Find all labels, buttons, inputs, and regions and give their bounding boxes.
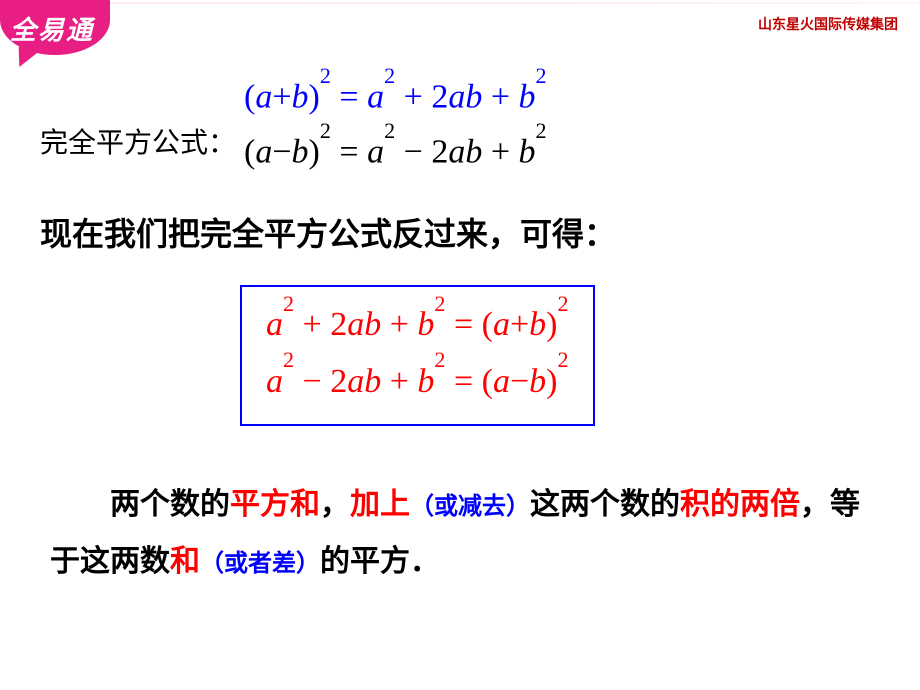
desc-fragment: 和 [170, 545, 200, 578]
section-label: 完全平方公式： [40, 121, 236, 161]
desc-fragment: 加上 [350, 488, 410, 521]
top-equations: (a+b)2 = a2 + 2ab + b2 (a−b)2 = a2 − 2ab… [244, 70, 547, 179]
slide-content: 完全平方公式： (a+b)2 = a2 + 2ab + b2 (a−b)2 = … [0, 0, 920, 590]
desc-fragment: ， [320, 488, 350, 521]
company-name: 山东星火国际传媒集团 [758, 14, 898, 34]
desc-fragment: （或减去） [410, 494, 530, 520]
statement-text: 现在我们把完全平方公式反过来，可得： [40, 209, 880, 255]
desc-fragment: （或者差） [200, 551, 320, 577]
boxed-equations: a2 + 2ab + b2 = (a+b)2 a2 − 2ab + b2 = (… [240, 285, 595, 425]
desc-fragment: 两个数的 [110, 488, 230, 521]
boxed-eq-plus: a2 + 2ab + b2 = (a+b)2 [266, 297, 569, 353]
equation-minus: (a−b)2 = a2 − 2ab + b2 [244, 125, 547, 180]
description-text: 两个数的平方和，加上（或减去）这两个数的积的两倍，等于这两数和（或者差）的平方． [40, 476, 880, 590]
boxed-eq-minus: a2 − 2ab + b2 = (a−b)2 [266, 354, 569, 410]
desc-fragment: 的平方． [320, 545, 440, 578]
brand-logo: 全易通 [0, 0, 110, 55]
desc-fragment: 这两个数的 [530, 488, 680, 521]
desc-fragment: 平方和 [230, 488, 320, 521]
equation-plus: (a+b)2 = a2 + 2ab + b2 [244, 70, 547, 125]
logo-text: 全易通 [10, 10, 94, 47]
desc-fragment: 积的两倍 [680, 488, 800, 521]
